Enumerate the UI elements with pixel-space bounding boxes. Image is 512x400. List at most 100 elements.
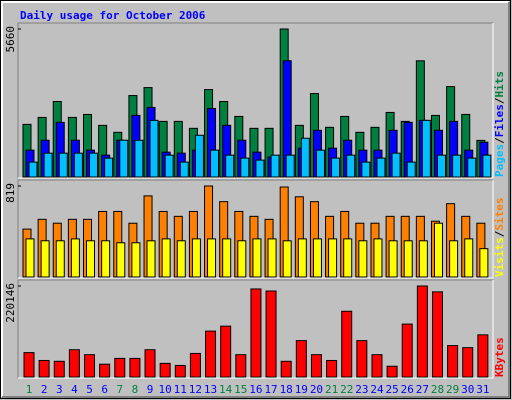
bar <box>403 240 413 278</box>
legend-separator: / <box>493 97 506 104</box>
bar <box>255 159 265 178</box>
x-tick-label: 3 <box>56 383 63 396</box>
bar <box>40 240 50 278</box>
bar <box>86 240 96 278</box>
bar <box>267 238 277 278</box>
x-tick-label: 4 <box>71 383 78 396</box>
bar <box>28 161 38 178</box>
bar <box>388 240 398 278</box>
bar <box>300 137 310 178</box>
plot-bevel <box>18 280 494 379</box>
x-tick-label: 6 <box>101 383 108 396</box>
bar <box>23 352 35 378</box>
bar <box>114 357 126 378</box>
bar <box>315 149 325 178</box>
x-tick-label: 22 <box>340 383 353 396</box>
y-tick-label: 220146 <box>4 283 17 323</box>
bar <box>447 345 459 378</box>
x-tick-label: 17 <box>264 383 277 396</box>
legend: Visits/Sites <box>493 198 506 278</box>
plot-bevel <box>18 23 494 179</box>
bar <box>371 354 383 378</box>
bar <box>101 240 111 278</box>
bar <box>116 242 126 278</box>
bar <box>358 240 368 278</box>
bar <box>431 291 443 378</box>
x-tick-label: 7 <box>116 383 123 396</box>
bar <box>477 334 489 378</box>
bar <box>270 154 280 178</box>
bar <box>25 238 35 278</box>
bar <box>104 157 114 178</box>
bar <box>479 248 489 278</box>
bar <box>452 154 462 178</box>
x-tick-label: 13 <box>204 383 217 396</box>
bar <box>73 152 83 178</box>
plot-bevel <box>18 180 494 279</box>
bar <box>210 149 220 178</box>
y-tick-label: 5660 <box>4 26 17 53</box>
legend: KBytes <box>493 337 506 377</box>
x-tick-label: 31 <box>476 383 489 396</box>
bar <box>194 134 204 178</box>
x-tick-label: 2 <box>41 383 48 396</box>
x-tick-label: 1 <box>26 383 33 396</box>
bar <box>53 360 65 378</box>
bar <box>134 139 144 178</box>
bar <box>356 340 368 378</box>
bar <box>449 240 459 278</box>
x-tick-label: 11 <box>174 383 187 396</box>
x-tick-label: 24 <box>370 383 384 396</box>
x-tick-label: 29 <box>446 383 459 396</box>
bar <box>89 152 99 178</box>
bar <box>282 240 292 278</box>
x-tick-label: 8 <box>132 383 139 396</box>
bar <box>161 238 171 278</box>
bar <box>343 238 353 278</box>
bar <box>207 238 217 278</box>
bar <box>376 157 386 178</box>
bar <box>131 242 141 278</box>
bar <box>386 365 398 378</box>
bar <box>373 238 383 278</box>
bar <box>265 290 277 378</box>
bar <box>391 152 401 178</box>
x-tick-label: 26 <box>401 383 414 396</box>
bar <box>119 139 129 178</box>
bar <box>433 222 443 278</box>
bar <box>436 154 446 178</box>
x-tick-label: 15 <box>234 383 247 396</box>
bar <box>43 152 53 178</box>
x-tick-label: 18 <box>280 383 293 396</box>
bar <box>205 330 217 378</box>
bar <box>310 354 322 378</box>
bar <box>285 154 295 178</box>
legend-entry: Visits <box>493 237 506 277</box>
legend-entry: KBytes <box>493 337 506 377</box>
legend-entry: Pages <box>493 144 506 177</box>
bar <box>220 325 232 378</box>
x-tick-label: 14 <box>219 383 233 396</box>
bar <box>346 154 356 178</box>
x-tick-label: 25 <box>385 383 398 396</box>
bar <box>401 323 413 378</box>
bar <box>297 238 307 278</box>
bar <box>467 157 477 178</box>
bar <box>55 240 65 278</box>
x-tick-label: 21 <box>325 383 338 396</box>
bar <box>38 359 50 378</box>
bar <box>68 349 80 378</box>
bar <box>250 288 262 378</box>
legend-separator: / <box>493 137 506 144</box>
legend-separator: / <box>493 230 506 237</box>
chart-title: Daily usage for October 2006 <box>20 9 206 22</box>
bar <box>240 157 250 178</box>
x-tick-label: 16 <box>249 383 262 396</box>
bar <box>129 357 141 378</box>
x-tick-label: 19 <box>295 383 308 396</box>
bar <box>280 360 292 378</box>
